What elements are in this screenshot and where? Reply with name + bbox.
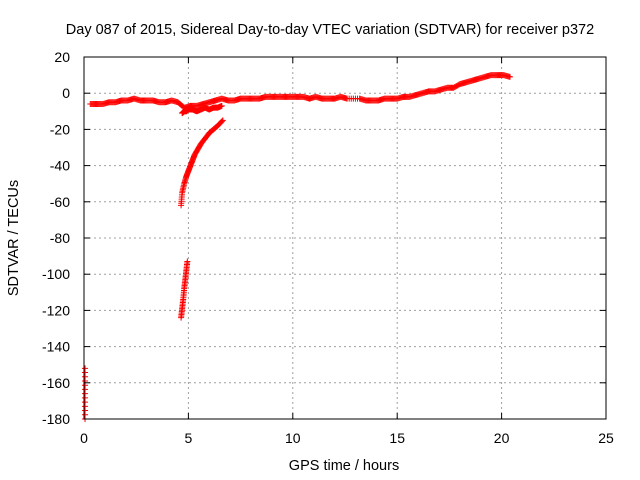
data-point: [218, 118, 225, 125]
x-tick-labels: 0 5 10 15 20 25: [80, 430, 614, 446]
data-point: [184, 258, 191, 265]
x-tick-label: 10: [285, 430, 301, 446]
data-point: [218, 102, 225, 109]
y-tick-label: 0: [62, 85, 70, 101]
chart-title: Day 087 of 2015, Sidereal Day-to-day VTE…: [66, 22, 594, 38]
y-tick-label: -40: [50, 158, 70, 174]
x-tick-label: 15: [389, 430, 405, 446]
data-points: [82, 72, 513, 422]
series-main-trace: [87, 72, 513, 111]
grid-lines: [84, 57, 606, 419]
axis-ticks: [83, 56, 607, 420]
y-tick-label: 20: [54, 49, 70, 65]
y-tick-label: -180: [42, 411, 70, 427]
x-axis-label: GPS time / hours: [289, 458, 399, 474]
y-tick-label: -20: [50, 121, 70, 137]
x-tick-label: 20: [494, 430, 510, 446]
data-point: [506, 73, 513, 80]
x-tick-label: 0: [80, 430, 88, 446]
y-tick-label: -60: [50, 194, 70, 210]
y-tick-label: -80: [50, 230, 70, 246]
series-edge-points: [82, 365, 89, 422]
x-tick-label: 5: [185, 430, 193, 446]
data-point: [219, 117, 226, 124]
y-tick-label: -100: [42, 266, 70, 282]
y-axis-label: SDTVAR / TECUs: [6, 180, 22, 296]
y-tick-label: -160: [42, 375, 70, 391]
x-tick-label: 25: [598, 430, 614, 446]
series-steep-segment: [178, 258, 191, 321]
y-tick-labels: -180 -160 -140 -120 -100 -80 -60 -40 -20 0 20: [42, 49, 70, 427]
series-recovery-curve: [178, 117, 226, 209]
y-tick-label: -120: [42, 302, 70, 318]
series-lower-trace: [179, 102, 225, 117]
y-tick-label: -140: [42, 339, 70, 355]
